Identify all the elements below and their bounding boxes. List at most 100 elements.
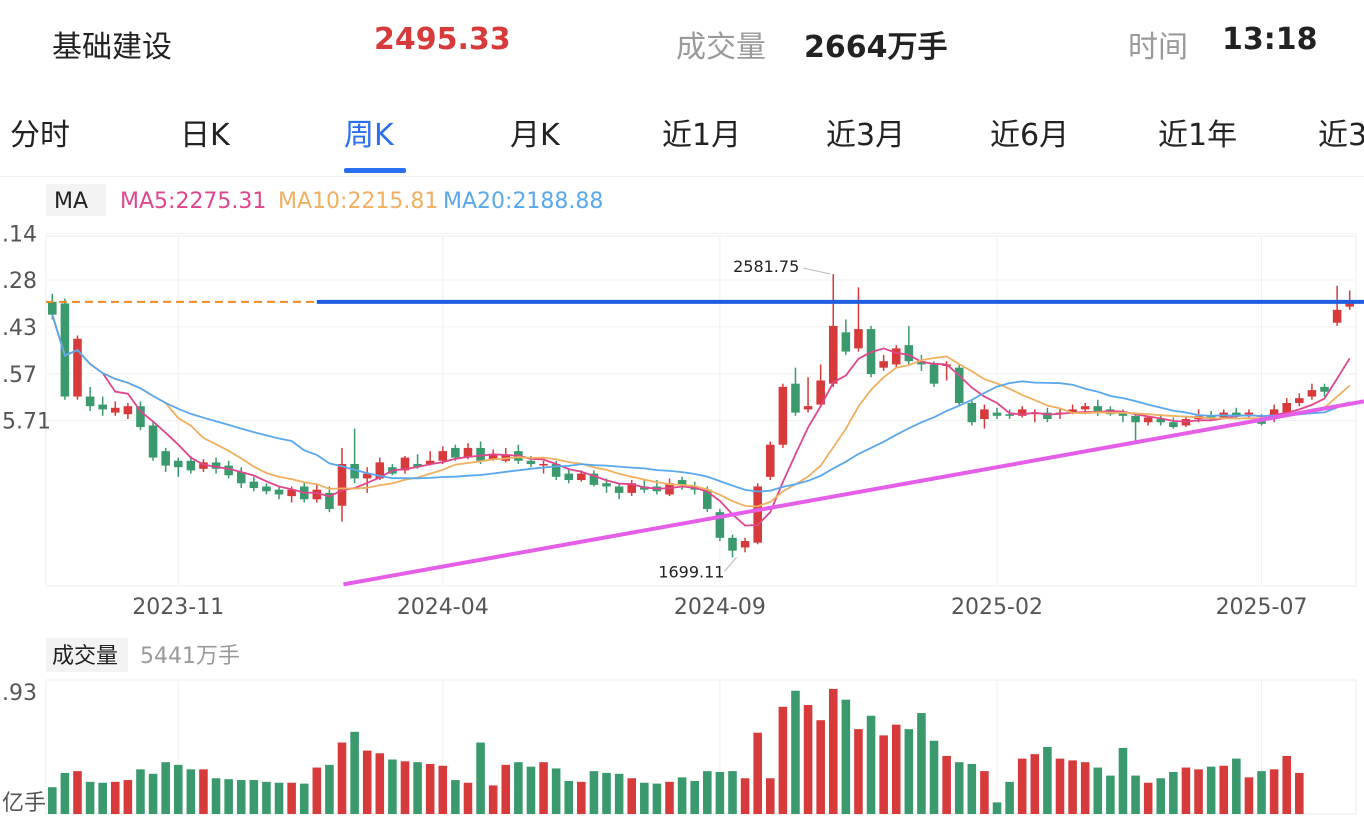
time-tick-label: 2025-07 (1216, 595, 1308, 620)
tab-weekly-k[interactable]: 周K (344, 118, 394, 153)
volume-bar (476, 742, 485, 814)
tab-1-month[interactable]: 近1月 (662, 118, 742, 153)
tab-1-year[interactable]: 近1年 (1158, 118, 1238, 153)
volume-bar (514, 762, 523, 814)
candle-body (992, 412, 1002, 416)
volume-bar (425, 763, 435, 814)
candle-body (236, 472, 246, 484)
time-tick-label: 2024-09 (674, 595, 766, 620)
volume-bar (980, 771, 989, 814)
time-value: 13:18 (1222, 22, 1318, 57)
volume-bar (1194, 769, 1203, 814)
volume-bar (1244, 777, 1254, 814)
candle-body (526, 460, 536, 464)
candle-body (954, 367, 964, 403)
candle-body (85, 396, 95, 407)
volume-bar (388, 759, 397, 814)
candle-body (488, 454, 498, 460)
candle-body (375, 462, 385, 479)
volume-panel-label: 成交量 (52, 644, 118, 669)
ma10-line (51, 314, 1351, 508)
volume-bar (161, 762, 170, 814)
volume-bar (312, 767, 322, 814)
candle-body (627, 483, 637, 493)
volume-bar (942, 755, 951, 814)
volume-bar (438, 765, 448, 814)
volume-bar (362, 750, 372, 814)
volume-panel-value: 5441万手 (140, 644, 240, 669)
volume-bar (1219, 765, 1229, 814)
volume-bar (627, 778, 637, 814)
candle-body (816, 380, 825, 405)
price-tick-label: .43 (2, 316, 37, 341)
volume-bar (841, 699, 851, 814)
ma-legend: MA MA5:2275.31 MA10:2215.81 MA20:2188.88 (46, 184, 603, 216)
volume-bar (1118, 747, 1128, 814)
volume-bar (501, 764, 511, 814)
volume-bar (1080, 762, 1090, 814)
volume-bar (791, 690, 800, 814)
volume-bar (1181, 767, 1191, 814)
candle-body (1005, 414, 1014, 416)
volume-bar (828, 688, 838, 814)
support-line (343, 399, 1364, 587)
volume-bar (929, 740, 939, 814)
tab-intraday[interactable]: 分时 (10, 118, 70, 153)
candle-body (60, 303, 70, 397)
candle-body (1282, 402, 1292, 413)
candle-body (841, 332, 851, 352)
index-name: 基础建设 (52, 30, 172, 65)
candle-body (110, 407, 120, 413)
price-plot-frame (45, 235, 1357, 587)
candle-body (1169, 422, 1178, 428)
candle-body (350, 463, 359, 479)
volume-bar (299, 783, 309, 814)
tab-6-months[interactable]: 近6月 (990, 118, 1070, 153)
volume-bar (589, 771, 599, 814)
candle-body (262, 486, 271, 492)
candle-body (1244, 412, 1254, 415)
ma-lines (51, 314, 1351, 527)
candle-body (1143, 417, 1153, 423)
candle-body (980, 409, 989, 420)
volume-bar (1043, 747, 1052, 814)
volume-bar (904, 729, 914, 814)
volume-bars (48, 688, 1304, 814)
candle-body (614, 486, 624, 493)
candle-body (728, 537, 737, 551)
tab-daily-k[interactable]: 日K (180, 118, 230, 153)
volume-bar (728, 771, 737, 814)
candle-body (337, 463, 347, 506)
tab-3-years[interactable]: 近3 (1318, 118, 1364, 153)
candle-body (224, 465, 233, 476)
volume-tick-label: .93 (2, 681, 37, 706)
period-tabs: 分时 日K 周K 月K 近1月 近3月 近6月 近1年 近3 (0, 96, 1364, 176)
candle-body (904, 345, 914, 362)
indicator-badge (46, 184, 106, 216)
candle-body (1332, 309, 1342, 323)
volume-bar (262, 781, 271, 814)
volume-bar (992, 802, 1002, 814)
candle-body (451, 447, 460, 458)
volume-axis-labels: .93 亿手 (2, 681, 46, 816)
volume-bar (1106, 775, 1115, 814)
candle-body (1017, 409, 1027, 416)
candle-body (791, 383, 800, 413)
current-price: 2495.33 (374, 22, 511, 57)
volume-bar (199, 769, 208, 814)
candle-body (703, 489, 712, 509)
volume-value: 2664万手 (804, 30, 948, 65)
candle-body (1080, 406, 1090, 410)
volume-bar (73, 771, 82, 814)
candle-body (917, 361, 926, 365)
volume-bar (337, 742, 347, 814)
tab-monthly-k[interactable]: 月K (510, 118, 560, 153)
candle-body (929, 364, 939, 384)
candle-body (778, 386, 788, 445)
low-value-label: 1699.11 (658, 562, 724, 581)
candle-body (967, 402, 977, 423)
candle-body (186, 460, 196, 471)
tab-3-months[interactable]: 近3月 (826, 118, 906, 153)
candle-body (677, 480, 687, 485)
